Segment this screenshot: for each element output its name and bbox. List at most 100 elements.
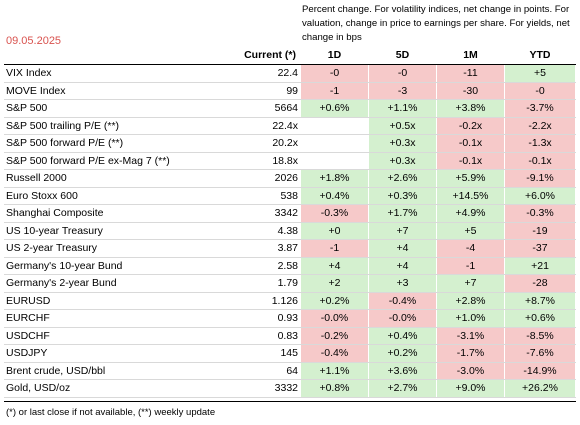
table-row: Gold, USD/oz 3332 +0.8% +2.7% +9.0% +26.2% — [4, 380, 576, 398]
current-value: 2026 — [274, 172, 298, 184]
change-cell-d5: +2.6% — [369, 170, 436, 187]
change-cell-d5: +1.1% — [369, 100, 436, 117]
change-cell-ytd: -2.2x — [505, 117, 575, 134]
table-row: Shanghai Composite 3342 -0.3% +1.7% +4.9% -0.… — [4, 205, 576, 223]
change-cell-m1: +7 — [437, 275, 504, 292]
table-row: S&P 500 5664 +0.6% +1.1% +3.8% -3.7% — [4, 100, 576, 118]
change-cell-d1: -0.0% — [301, 310, 368, 327]
change-cell-ytd: +0.6% — [505, 310, 575, 327]
change-cell-m1: +3.8% — [437, 100, 504, 117]
change-cell-m1: +14.5% — [437, 187, 504, 204]
change-cell-d5: -0 — [369, 65, 436, 82]
current-value: 22.4x — [272, 119, 298, 132]
change-cell-ytd: -28 — [505, 275, 575, 292]
table-row: VIX Index 22.4 -0 -0 -11 +5 — [4, 65, 576, 83]
table-row: US 10-year Treasury 4.38 +0 +7 +5 -19 — [4, 222, 576, 240]
change-cell-d1: +2 — [301, 275, 368, 292]
current-value: 0.93 — [277, 312, 298, 324]
change-cell-ytd: -14.9% — [505, 362, 575, 379]
change-cell-ytd: +26.2% — [505, 380, 575, 397]
change-cell-d1 — [301, 153, 368, 170]
change-cell-ytd: -19 — [505, 222, 575, 239]
change-cell-d1: +1.1% — [301, 362, 368, 379]
change-cell-d5: +0.2% — [369, 345, 436, 362]
table-row: EURCHF 0.93 -0.0% -0.0% +1.0% +0.6% — [4, 310, 576, 328]
current-value: 64 — [286, 364, 298, 377]
change-cell-d5: +0.3x — [369, 152, 436, 169]
report-date: 09.05.2025 — [6, 35, 62, 47]
change-cell-m1: -0.2x — [437, 117, 504, 134]
row-label: S&P 500 forward P/E ex-Mag 7 (**) — [6, 154, 170, 167]
change-cell-m1: -0.1x — [437, 152, 504, 169]
row-label: Shanghai Composite — [6, 207, 104, 219]
header-current: Current (*) — [244, 49, 296, 61]
change-cell-d1: -1 — [301, 82, 368, 99]
change-cell-d1: -0.4% — [301, 345, 368, 362]
change-cell-d5: +3 — [369, 275, 436, 292]
table-row: Germany's 10-year Bund 2.58 +4 +4 -1 +21 — [4, 257, 576, 275]
change-cell-ytd: -37 — [505, 240, 575, 257]
row-label: US 2-year Treasury — [6, 242, 98, 254]
change-cell-d1: +0.2% — [301, 292, 368, 309]
change-cell-m1: +5 — [437, 222, 504, 239]
current-value: 3342 — [274, 207, 298, 219]
table-row: S&P 500 forward P/E (**) 20.2x +0.3x -0.1x -… — [4, 135, 576, 153]
change-cell-ytd: -3.7% — [505, 100, 575, 117]
table-row: Euro Stoxx 600 538 +0.4% +0.3% +14.5% +6.0% — [4, 187, 576, 205]
change-cell-ytd: -1.3x — [505, 135, 575, 152]
change-cell-d1: -0.3% — [301, 205, 368, 222]
row-label: Germany's 10-year Bund — [6, 259, 123, 272]
change-cell-d1: +0.8% — [301, 380, 368, 397]
change-cell-d5: -3 — [369, 82, 436, 99]
row-label: VIX Index — [6, 67, 52, 79]
change-cell-m1: -4 — [437, 240, 504, 257]
change-cell-d1: -1 — [301, 240, 368, 257]
header-1d: 1D — [327, 49, 342, 61]
change-cell-m1: +5.9% — [437, 170, 504, 187]
change-cell-d1: +0 — [301, 222, 368, 239]
current-value: 1.126 — [271, 294, 298, 307]
change-cell-d5: +7 — [369, 222, 436, 239]
change-cell-m1: -1 — [437, 257, 504, 274]
change-cell-ytd: -9.1% — [505, 170, 575, 187]
change-cell-m1: +4.9% — [437, 205, 504, 222]
change-cell-d1: +1.8% — [301, 170, 368, 187]
change-cell-m1: -11 — [437, 65, 504, 82]
current-value: 0.83 — [277, 329, 298, 342]
change-cell-m1: -1.7% — [437, 345, 504, 362]
change-cell-ytd: +8.7% — [505, 292, 575, 309]
change-cell-d5: +4 — [369, 240, 436, 257]
current-value: 20.2x — [272, 137, 298, 149]
table-row: S&P 500 forward P/E ex-Mag 7 (**) 18.8x +0… — [4, 152, 576, 170]
table-row: US 2-year Treasury 3.87 -1 +4 -4 -37 — [4, 240, 576, 258]
current-value: 2.58 — [277, 259, 298, 272]
row-label: Euro Stoxx 600 — [6, 189, 78, 202]
change-cell-ytd: +21 — [505, 257, 575, 274]
current-value: 18.8x — [272, 154, 298, 167]
header-1m: 1M — [463, 49, 478, 61]
table-row: Germany's 2-year Bund 1.79 +2 +3 +7 -28 — [4, 275, 576, 293]
row-label: S&P 500 trailing P/E (**) — [6, 119, 120, 132]
table-row: S&P 500 trailing P/E (**) 22.4x +0.5x -0.2x… — [4, 117, 576, 135]
change-cell-d1: +4 — [301, 257, 368, 274]
change-cell-d1: -0.2% — [301, 327, 368, 344]
change-cell-d5: -0.4% — [369, 292, 436, 309]
change-cell-d5: -0.0% — [369, 310, 436, 327]
change-cell-d5: +2.7% — [369, 380, 436, 397]
change-cell-m1: -3.1% — [437, 327, 504, 344]
current-value: 1.79 — [277, 277, 298, 289]
table-row: USDCHF 0.83 -0.2% +0.4% -3.1% -8.5% — [4, 327, 576, 345]
change-cell-d5: +3.6% — [369, 362, 436, 379]
change-cell-d1: +0.4% — [301, 187, 368, 204]
header-rule — [4, 64, 576, 65]
change-cell-m1: -3.0% — [437, 362, 504, 379]
row-label: Brent crude, USD/bbl — [6, 364, 106, 377]
current-value: 4.38 — [277, 224, 298, 237]
current-value: 3332 — [274, 382, 298, 394]
footnote: (*) or last close if not available, (**)… — [6, 407, 216, 418]
current-value: 5664 — [274, 102, 298, 114]
change-cell-ytd: -0.3% — [505, 205, 575, 222]
change-cell-d5: +0.4% — [369, 327, 436, 344]
change-cell-m1: +9.0% — [437, 380, 504, 397]
row-label: Gold, USD/oz — [6, 382, 71, 394]
